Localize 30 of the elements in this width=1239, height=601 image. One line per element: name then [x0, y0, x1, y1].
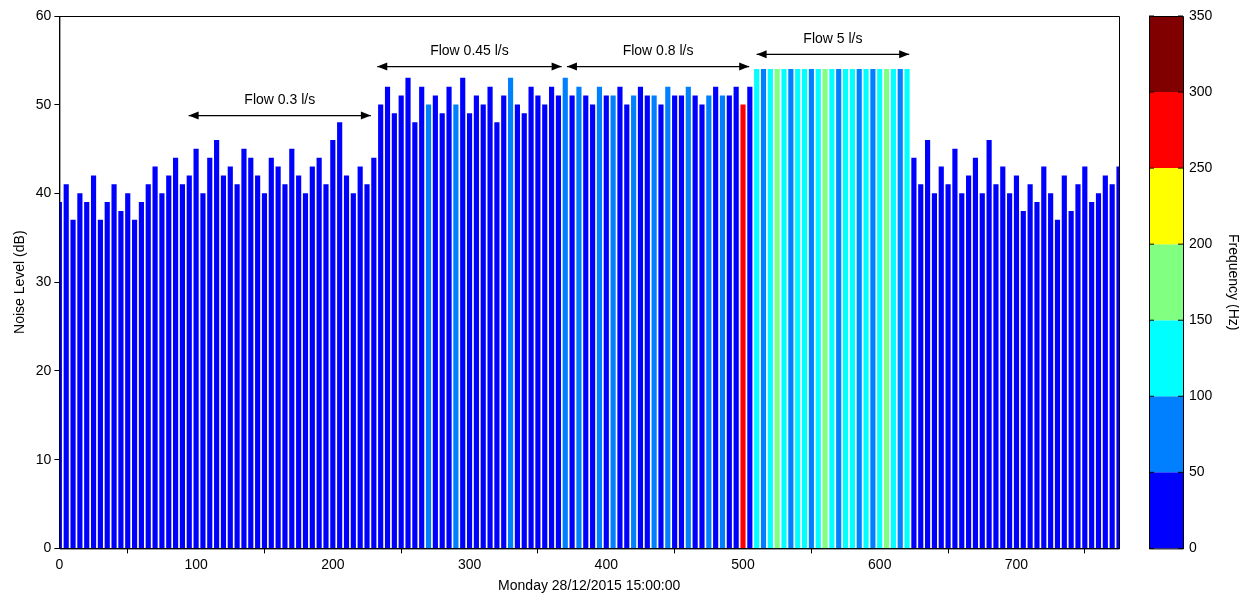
y-tick-label: 40	[35, 184, 52, 201]
x-tick-label: 300	[457, 555, 482, 572]
color-bar-title: Frequency (Hz)	[1226, 233, 1239, 331]
annotation: Flow 0.45 l/s	[430, 42, 509, 59]
color-bar-label: 300	[1189, 82, 1213, 99]
x-tick-label: 0	[55, 555, 64, 572]
x-tick-label: 600	[868, 555, 892, 572]
y-tick-label: 50	[35, 95, 52, 112]
y-tick-label: 30	[35, 273, 52, 290]
color-bar-label: 350	[1189, 6, 1213, 23]
x-tick-label: 400	[594, 555, 619, 572]
y-tick-label: 10	[35, 450, 52, 467]
y-tick-label: 0	[43, 539, 52, 556]
x-tick-label: 700	[1004, 555, 1029, 572]
y-tick-label: 20	[35, 361, 52, 378]
y-axis-title: Noise Level (dB)	[11, 230, 28, 334]
x-tick-label: 500	[731, 555, 755, 572]
annotation: Flow 0.8 l/s	[622, 42, 694, 59]
annotation: Flow 0.3 l/s	[244, 91, 316, 108]
y-tick-label: 60	[35, 6, 52, 23]
color-bar-label: 250	[1189, 158, 1213, 175]
x-tick-label: 200	[321, 555, 345, 572]
color-bar-label: 100	[1189, 387, 1213, 404]
annotation: Flow 5 l/s	[803, 30, 863, 47]
x-axis-title: Monday 28/12/2015 15:00:00	[498, 577, 681, 594]
color-bar-label: 50	[1189, 463, 1205, 480]
color-bar-label: 200	[1189, 235, 1213, 252]
color-bar-label: 150	[1189, 311, 1213, 328]
color-bar-label: 0	[1189, 539, 1197, 556]
x-tick-label: 100	[184, 555, 208, 572]
